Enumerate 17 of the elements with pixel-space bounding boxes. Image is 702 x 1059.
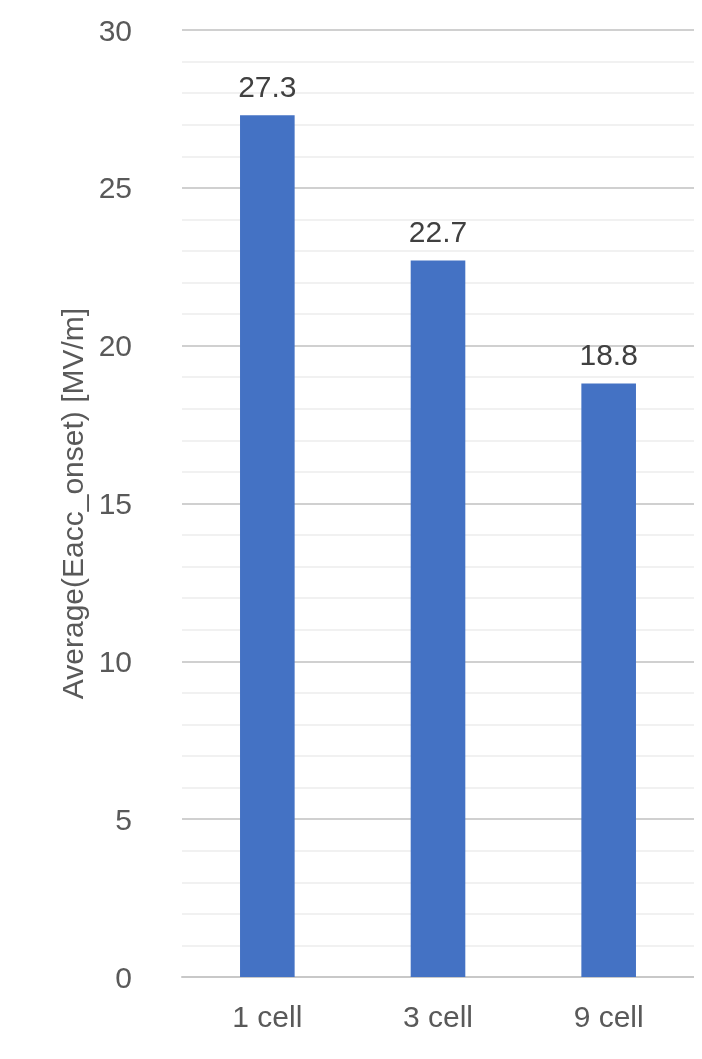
y-axis-title: Average(Eacc_onset) [MV/m] (55, 307, 89, 700)
bar (410, 260, 466, 977)
x-tick-label: 1 cell (232, 999, 303, 1033)
y-tick-label: 25 (98, 171, 132, 205)
y-tick-label: 30 (98, 13, 132, 47)
x-tick-label: 3 cell (402, 999, 474, 1033)
data-label: 27.3 (238, 69, 297, 103)
y-tick-label: 5 (115, 802, 132, 836)
y-tick-label: 0 (115, 960, 132, 994)
y-tick-label: 20 (98, 329, 132, 363)
y-tick-label: 10 (98, 644, 132, 678)
bar (240, 115, 295, 977)
data-label: 22.7 (408, 214, 468, 248)
y-tick-label: 15 (98, 487, 132, 520)
data-label: 18.8 (579, 338, 638, 372)
bar (581, 383, 636, 977)
x-tick-label: 9 cell (573, 999, 644, 1033)
